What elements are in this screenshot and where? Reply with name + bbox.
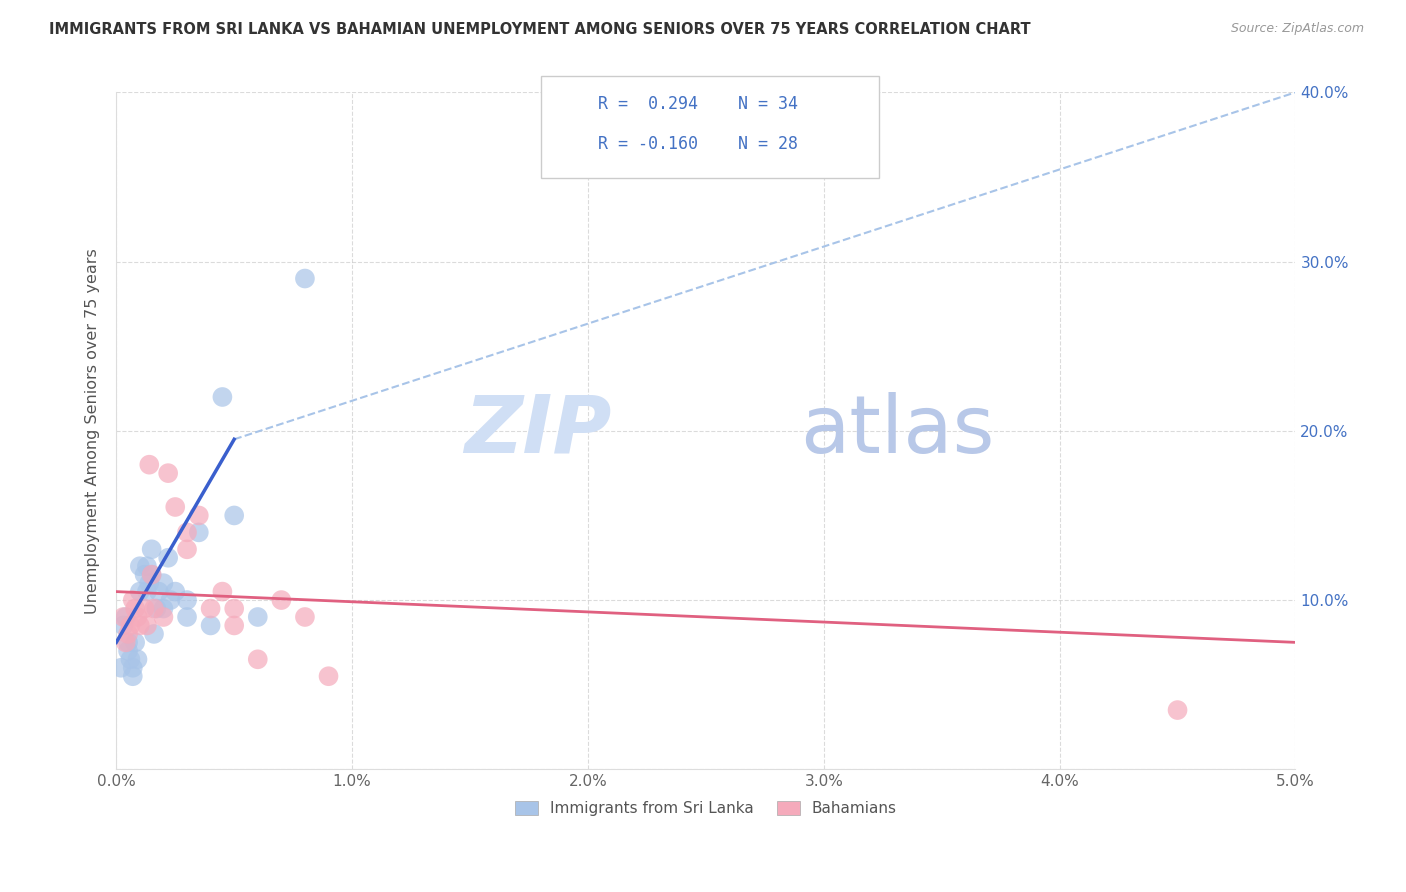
- Point: [148, 584, 170, 599]
- Point: [211, 584, 233, 599]
- Point: [128, 559, 150, 574]
- Point: [224, 508, 246, 523]
- Point: [152, 576, 174, 591]
- Text: ZIP: ZIP: [464, 392, 612, 470]
- Point: [157, 550, 180, 565]
- Point: [143, 601, 166, 615]
- Point: [121, 593, 143, 607]
- Point: [114, 610, 136, 624]
- Point: [128, 584, 150, 599]
- Point: [114, 635, 136, 649]
- Point: [124, 635, 146, 649]
- Point: [159, 593, 181, 607]
- Point: [117, 644, 139, 658]
- Legend: Immigrants from Sri Lanka, Bahamians: Immigrants from Sri Lanka, Bahamians: [509, 796, 903, 822]
- Point: [211, 390, 233, 404]
- Point: [136, 618, 159, 632]
- Text: R =  0.294    N = 34: R = 0.294 N = 34: [598, 95, 797, 113]
- Point: [121, 669, 143, 683]
- Point: [134, 601, 156, 615]
- Point: [121, 661, 143, 675]
- Text: IMMIGRANTS FROM SRI LANKA VS BAHAMIAN UNEMPLOYMENT AMONG SENIORS OVER 75 YEARS C: IMMIGRANTS FROM SRI LANKA VS BAHAMIAN UN…: [49, 22, 1031, 37]
- Text: atlas: atlas: [800, 392, 994, 470]
- Text: R = -0.160    N = 28: R = -0.160 N = 28: [598, 135, 797, 153]
- Point: [246, 652, 269, 666]
- Point: [176, 525, 198, 540]
- Point: [270, 593, 292, 607]
- Point: [112, 610, 135, 624]
- Point: [141, 542, 163, 557]
- Point: [165, 584, 187, 599]
- Point: [138, 458, 160, 472]
- Point: [117, 635, 139, 649]
- Point: [176, 593, 198, 607]
- Point: [187, 525, 209, 540]
- Point: [1167, 703, 1189, 717]
- Point: [128, 618, 150, 632]
- Point: [134, 567, 156, 582]
- Point: [127, 652, 149, 666]
- Point: [136, 559, 159, 574]
- Point: [110, 661, 132, 675]
- Text: Source: ZipAtlas.com: Source: ZipAtlas.com: [1230, 22, 1364, 36]
- Point: [176, 542, 198, 557]
- Point: [141, 567, 163, 582]
- Point: [138, 576, 160, 591]
- Point: [141, 567, 163, 582]
- Point: [127, 610, 149, 624]
- Point: [318, 669, 340, 683]
- Point: [157, 466, 180, 480]
- Point: [294, 271, 316, 285]
- Point: [145, 601, 167, 615]
- Point: [112, 618, 135, 632]
- Point: [143, 627, 166, 641]
- Y-axis label: Unemployment Among Seniors over 75 years: Unemployment Among Seniors over 75 years: [86, 248, 100, 614]
- Point: [200, 601, 222, 615]
- Point: [294, 610, 316, 624]
- Point: [187, 508, 209, 523]
- Point: [224, 601, 246, 615]
- Point: [152, 601, 174, 615]
- Point: [136, 584, 159, 599]
- Point: [165, 500, 187, 514]
- Point: [200, 618, 222, 632]
- Point: [120, 652, 142, 666]
- Point: [246, 610, 269, 624]
- Point: [120, 618, 142, 632]
- Point: [124, 601, 146, 615]
- Point: [117, 627, 139, 641]
- Point: [176, 610, 198, 624]
- Point: [152, 610, 174, 624]
- Point: [224, 618, 246, 632]
